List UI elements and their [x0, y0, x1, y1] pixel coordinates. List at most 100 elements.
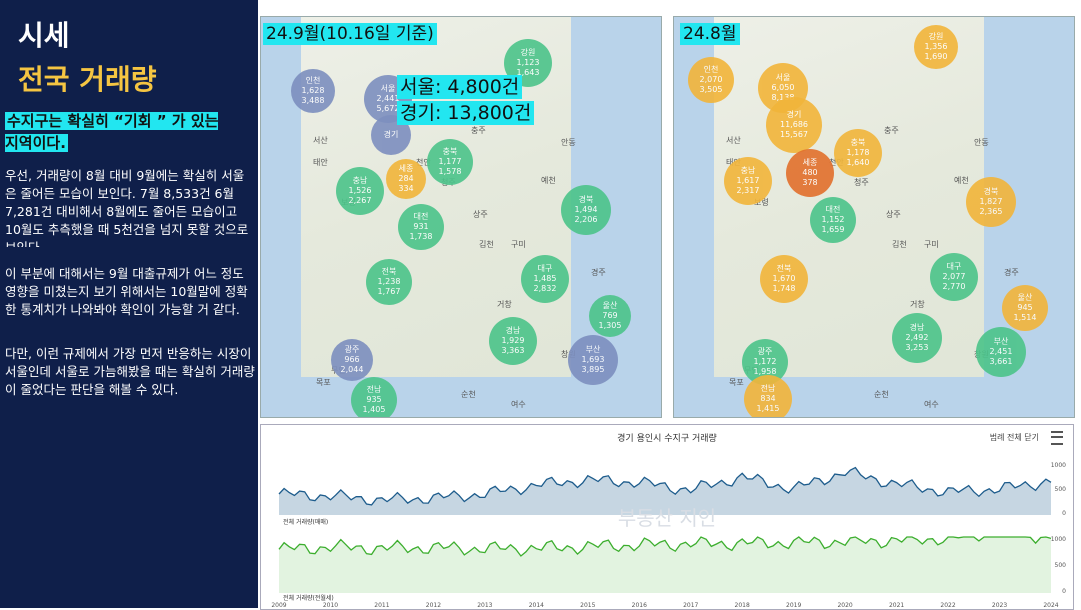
region-bubble-충북[interactable]: 충북 1,177 1,578: [427, 139, 473, 185]
region-value: 3,895: [581, 365, 605, 374]
region-bubble-전남[interactable]: 전남 834 1,415: [744, 375, 792, 417]
chart-title: 경기 용인시 수지구 거래량: [617, 434, 717, 444]
region-value: 경북: [578, 195, 594, 204]
region-bubble-전남[interactable]: 전남 935 1,405: [351, 377, 397, 417]
region-bubble-경남[interactable]: 경남 1,929 3,363: [489, 317, 537, 365]
city-label: 목포: [729, 378, 744, 387]
region-value: 2,365: [979, 207, 1003, 216]
region-bubble-부산[interactable]: 부산 1,693 3,895: [568, 335, 618, 385]
region-value: 931: [413, 222, 429, 231]
region-value: 8,138: [771, 93, 795, 102]
region-value: 대구: [537, 264, 553, 273]
x-tick-label: 2011: [374, 602, 389, 609]
region-value: 광주: [344, 345, 360, 354]
paragraph-1: 우선, 거래량이 8월 대비 9월에는 확실히 서울은 줄어든 모습이 보인다.…: [5, 168, 249, 247]
region-value: 3,505: [699, 85, 723, 94]
city-label: 안동: [974, 138, 989, 147]
region-value: 834: [760, 394, 776, 403]
region-bubble-대전[interactable]: 대전 1,152 1,659: [810, 197, 856, 243]
x-tick-label: 2018: [735, 602, 750, 609]
region-bubble-대구[interactable]: 대구 1,485 2,832: [521, 255, 569, 303]
region-bubble-인천[interactable]: 인천 1,628 3,488: [291, 69, 335, 113]
region-bubble-세종[interactable]: 세종 480 378: [786, 149, 834, 197]
city-label: 거창: [910, 300, 925, 309]
city-label: 서산: [313, 136, 328, 145]
city-label: 상주: [886, 210, 901, 219]
region-bubble-울산[interactable]: 울산 769 1,305: [589, 295, 631, 337]
region-value: 세종: [398, 164, 414, 173]
region-bubble-경북[interactable]: 경북 1,494 2,206: [561, 185, 611, 235]
region-value: 480: [802, 168, 818, 177]
region-bubble-울산[interactable]: 울산 945 1,514: [1002, 285, 1048, 331]
region-value: 전남: [366, 385, 382, 394]
region-value: 전북: [776, 264, 792, 273]
region-value: 1,628: [301, 86, 325, 95]
region-value: 2,070: [699, 75, 723, 84]
legend-toggle[interactable]: 범례 전체 닫기: [989, 433, 1039, 442]
x-tick-label: 2016: [632, 602, 647, 609]
region-bubble-충북[interactable]: 충북 1,178 1,640: [834, 129, 882, 177]
map-august[interactable]: 태안예천상주구미김천경주거창여수순천목포무안창원서산안동청주천안충주보령인천2,…: [673, 16, 1075, 418]
series-line: [278, 466, 1052, 506]
region-value: 대전: [825, 205, 841, 214]
region-bubble-전북[interactable]: 전북 1,670 1,748: [760, 255, 808, 303]
region-bubble-부산[interactable]: 부산 2,451 3,661: [976, 327, 1026, 377]
region-value: 1,238: [377, 277, 401, 286]
region-value: 378: [802, 178, 818, 187]
region-value: 1,485: [533, 274, 557, 283]
region-value: 전남: [760, 384, 776, 393]
x-tick-label: 2017: [683, 602, 698, 609]
x-tick-label: 2009: [271, 602, 286, 609]
city-label: 청주: [854, 178, 869, 187]
region-value: 인천: [305, 76, 321, 85]
region-value: 충북: [442, 147, 458, 156]
region-bubble-충남[interactable]: 충남 1,526 2,267: [336, 167, 384, 215]
city-label: 경주: [591, 268, 606, 277]
menu-icon[interactable]: [1051, 431, 1063, 445]
map-date-tag: 24.8월: [680, 23, 740, 45]
region-value: 세종: [802, 158, 818, 167]
region-value: 1,958: [753, 367, 777, 376]
region-value: 서울: [775, 73, 791, 82]
region-value: 1,305: [598, 321, 622, 330]
paragraph-2: 이 부분에 대해서는 9월 대출규제가 어느 정도 영향을 미쳤는지 보기 위해…: [5, 266, 248, 317]
region-bubble-세종[interactable]: 세종 284 334: [386, 159, 426, 199]
region-value: 284: [398, 174, 414, 183]
region-value: 1,177: [438, 157, 462, 166]
region-bubble-경남[interactable]: 경남 2,492 3,253: [892, 313, 942, 363]
city-label: 천안: [416, 158, 431, 167]
city-label: 상주: [473, 210, 488, 219]
region-bubble-경기[interactable]: 경기 11,686 15,567: [766, 97, 822, 153]
map-september[interactable]: 태안예천상주구미김천경주거창여수순천목포무안창원서산안동청주천안충주보령인천1,…: [260, 16, 662, 418]
region-bubble-경북[interactable]: 경북 1,827 2,365: [966, 177, 1016, 227]
region-value: 2,206: [574, 215, 598, 224]
region-value: 1,514: [1013, 313, 1037, 322]
region-value: 경기: [786, 110, 802, 119]
y-tick-label: 500: [1055, 486, 1067, 493]
region-bubble-전북[interactable]: 전북 1,238 1,767: [366, 259, 412, 305]
y-tick-label: 500: [1055, 562, 1067, 569]
region-bubble-강원[interactable]: 강원 1,356 1,690: [914, 25, 958, 69]
region-value: 1,617: [736, 176, 760, 185]
x-tick-label: 2010: [323, 602, 338, 609]
city-label: 여수: [511, 400, 526, 409]
x-tick-label: 2015: [580, 602, 595, 609]
region-value: 1,643: [516, 68, 540, 77]
x-tick-label: 2019: [786, 602, 801, 609]
city-label: 안동: [561, 138, 576, 147]
region-value: 2,267: [348, 196, 372, 205]
page-title: 시세: [18, 19, 70, 52]
region-bubble-광주[interactable]: 광주 966 2,044: [331, 339, 373, 381]
region-bubble-충남[interactable]: 충남 1,617 2,317: [724, 157, 772, 205]
region-value: 1,827: [979, 197, 1003, 206]
region-value: 경남: [505, 326, 521, 335]
city-label: 목포: [316, 378, 331, 387]
chart-plot: 전체 거래량(매매) 전체 거래량(전월세) 부동산 지인 1000 500 0 1000 5…: [271, 462, 1067, 609]
region-value: 15,567: [780, 130, 808, 139]
region-bubble-인천[interactable]: 인천 2,070 3,505: [688, 57, 734, 103]
region-value: 2,317: [736, 186, 760, 195]
city-label: 순천: [874, 390, 889, 399]
region-bubble-대구[interactable]: 대구 2,077 2,770: [930, 253, 978, 301]
region-bubble-대전[interactable]: 대전 931 1,738: [398, 204, 444, 250]
city-label: 김천: [892, 240, 907, 249]
